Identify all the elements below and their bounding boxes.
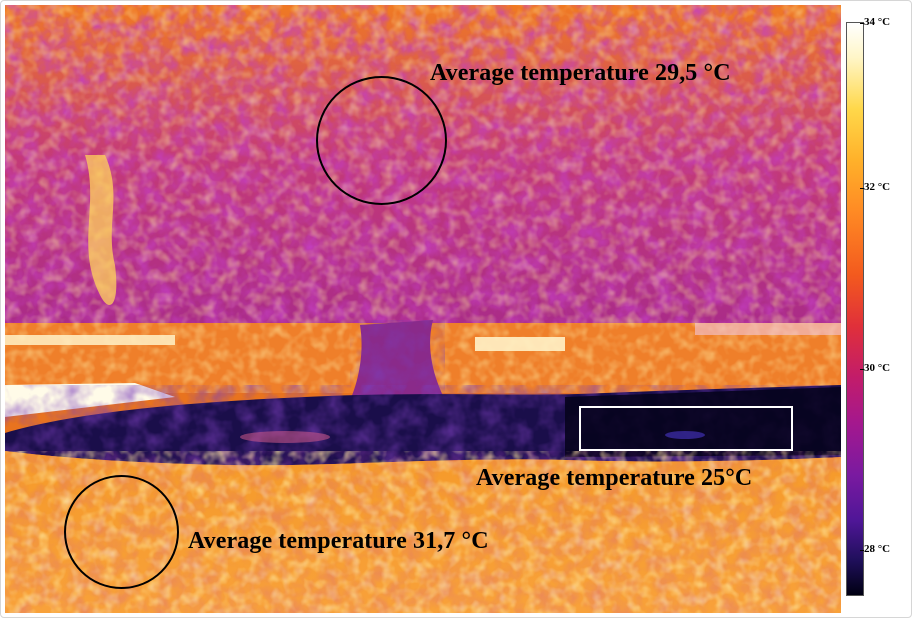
ground-temperature-label: Average temperature 31,7 °C (188, 528, 489, 554)
ground-measure-circle (64, 475, 179, 589)
shade-measure-rectangle (579, 406, 793, 451)
canopy-temperature-label: Average temperature 29,5 °C (430, 60, 731, 86)
canopy-measure-circle (316, 76, 447, 205)
shade-temperature-label: Average temperature 25°C (476, 465, 753, 491)
hot-trunk-streak (85, 155, 117, 305)
temperature-color-scale (846, 22, 864, 596)
scale-tick-32: 32 °C (859, 181, 891, 193)
scale-tick-30: 30 °C (859, 362, 891, 374)
thermal-image (5, 5, 841, 613)
thermal-scene (5, 5, 841, 613)
scale-tick-28: 28 °C (859, 543, 891, 555)
scale-tick-34: 34 °C (859, 16, 891, 28)
hot-ground-patch (5, 383, 175, 417)
